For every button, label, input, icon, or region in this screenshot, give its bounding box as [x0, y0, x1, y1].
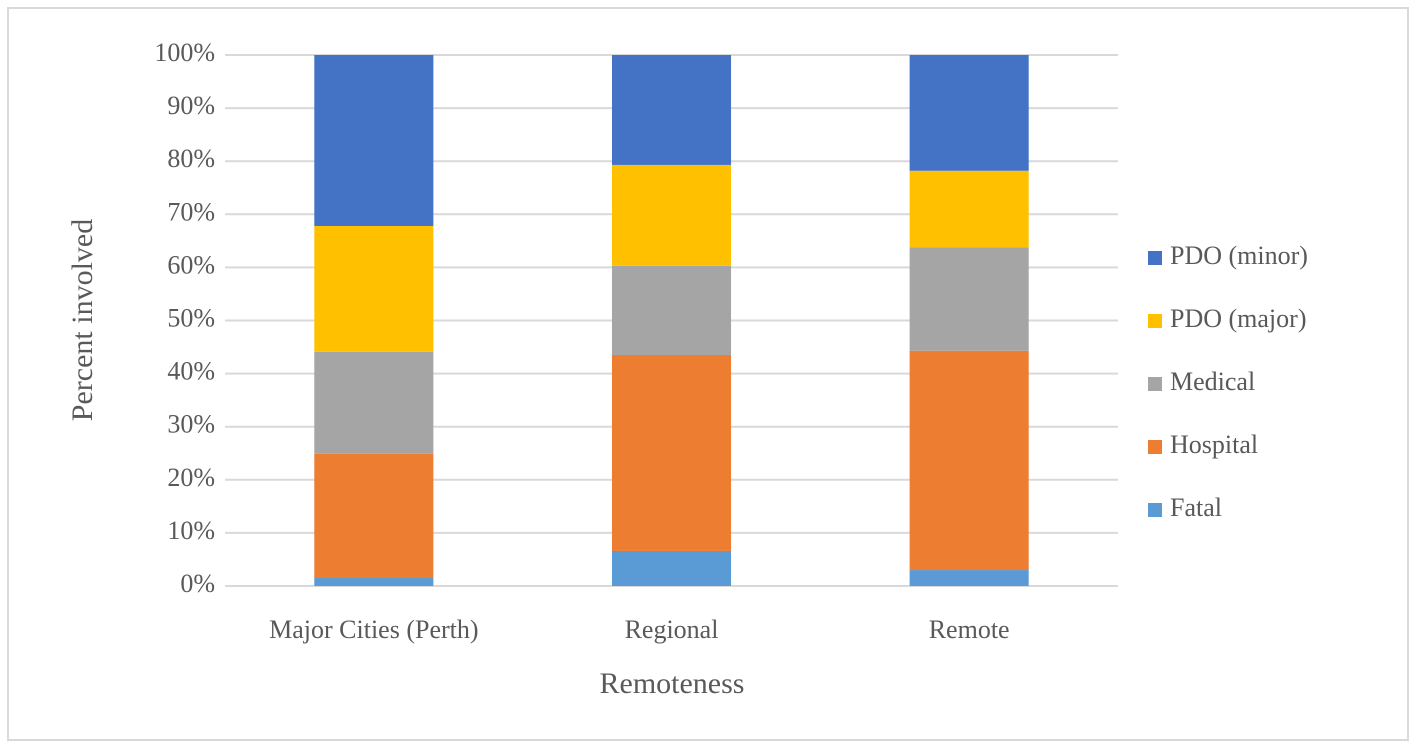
legend-label: PDO (major) — [1170, 304, 1306, 333]
bar-segment — [909, 170, 1029, 248]
bar-segment — [314, 578, 434, 586]
x-axis-title: Remoteness — [600, 667, 745, 700]
bar-segment — [611, 164, 732, 266]
y-tick-label: 90% — [167, 91, 215, 120]
x-tick-label: Remote — [929, 615, 1010, 644]
y-tick-label: 100% — [154, 38, 215, 67]
bar-segment — [909, 55, 1029, 171]
bar-segment — [909, 570, 1029, 586]
legend-label: Medical — [1170, 367, 1255, 396]
bar-segment — [909, 350, 1029, 571]
legend-label: PDO (minor) — [1170, 241, 1308, 270]
y-axis-title: Percent involved — [66, 219, 99, 421]
y-tick-label: 70% — [167, 197, 215, 226]
bar-segment — [314, 453, 434, 579]
bar-segment — [611, 550, 732, 586]
bar-segment — [611, 55, 732, 165]
legend-swatch — [1148, 503, 1162, 517]
y-tick-label: 80% — [167, 144, 215, 173]
legend-swatch — [1148, 251, 1162, 265]
x-tick-label: Regional — [625, 615, 719, 644]
bar-segment — [909, 247, 1029, 351]
y-tick-label: 0% — [180, 569, 215, 598]
y-tick-label: 20% — [167, 463, 215, 492]
bar-segment — [314, 225, 434, 352]
y-tick-label: 40% — [167, 357, 215, 386]
y-tick-label: 60% — [167, 250, 215, 279]
bar-segment — [314, 55, 434, 226]
legend-label: Hospital — [1170, 430, 1258, 459]
y-tick-label: 50% — [167, 303, 215, 332]
legend-swatch — [1148, 440, 1162, 454]
legend-swatch — [1148, 377, 1162, 391]
legend-swatch — [1148, 314, 1162, 328]
bar-segment — [314, 351, 434, 454]
y-tick-label: 30% — [167, 410, 215, 439]
y-tick-label: 10% — [167, 516, 215, 545]
x-tick-label: Major Cities (Perth) — [269, 615, 478, 644]
bar-segment — [611, 355, 732, 551]
bar-segment — [611, 265, 732, 356]
legend-label: Fatal — [1170, 493, 1222, 522]
